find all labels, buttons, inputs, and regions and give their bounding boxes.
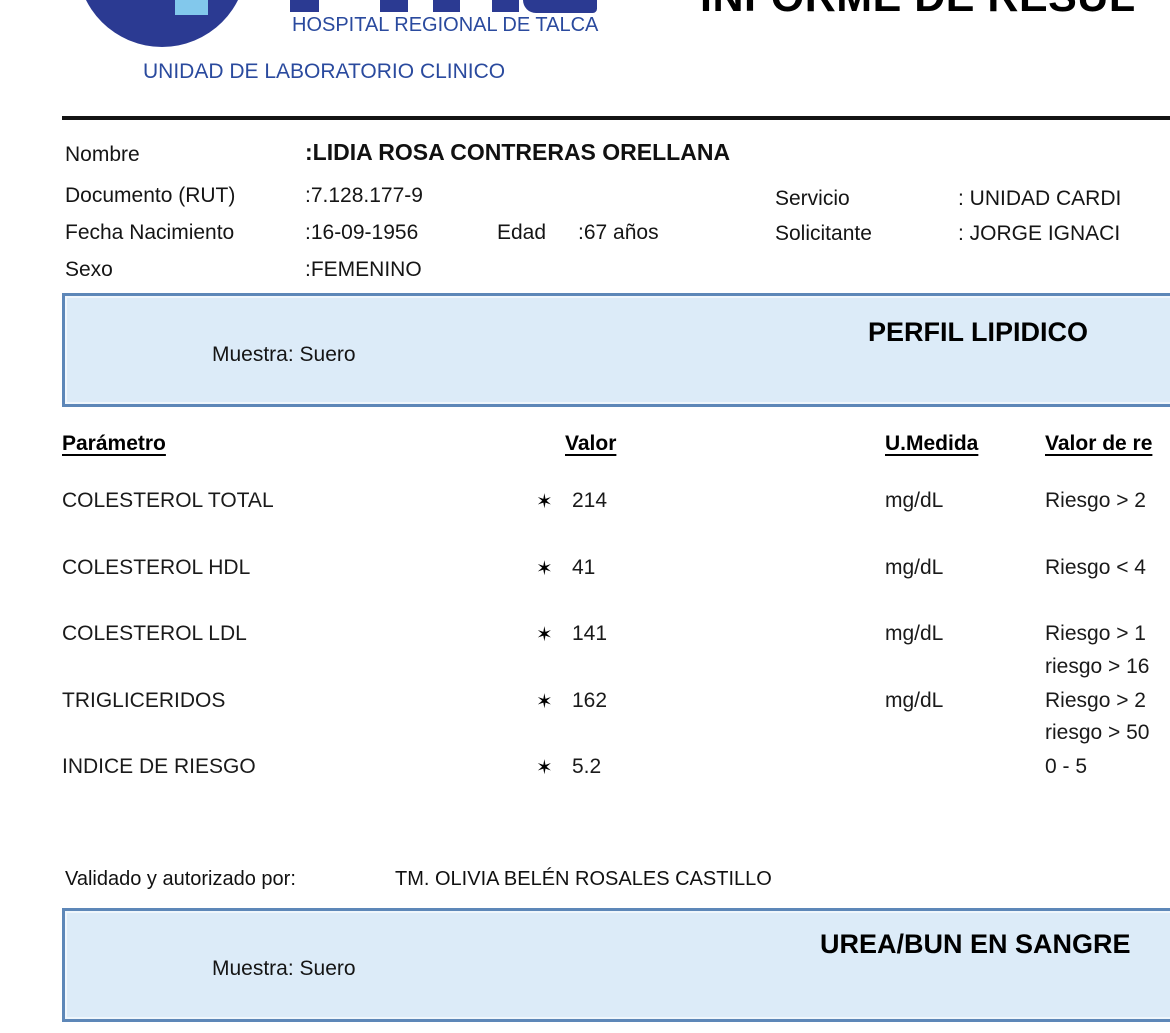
- row-unit: mg/dL: [885, 489, 944, 512]
- requester-label: Solicitante: [775, 222, 872, 245]
- urea-panel-title: UREA/BUN EN SANGRE: [820, 929, 1131, 959]
- lipid-panel-box: [62, 293, 1170, 407]
- logo-letter-stub-icon: [380, 0, 408, 12]
- row-reference-line2: riesgo > 16: [1045, 655, 1150, 678]
- row-unit: mg/dL: [885, 689, 944, 712]
- row-reference: Riesgo > 2: [1045, 689, 1146, 712]
- urea-panel-box: [62, 908, 1170, 1022]
- abnormal-flag-icon: ✶: [536, 489, 553, 513]
- row-reference: Riesgo > 1: [1045, 622, 1146, 645]
- hospital-logo-square-icon: [175, 0, 208, 15]
- col-header-parametro: Parámetro: [62, 432, 166, 455]
- row-value: 41: [572, 556, 596, 579]
- abnormal-flag-icon: ✶: [536, 556, 553, 580]
- col-header-umedida: U.Medida: [885, 432, 979, 455]
- row-param: COLESTEROL LDL: [62, 622, 247, 645]
- row-param: COLESTEROL HDL: [62, 556, 251, 579]
- logo-letter-stub-icon: [290, 0, 319, 12]
- lipid-panel-title: PERFIL LIPIDICO: [868, 317, 1089, 347]
- row-unit: mg/dL: [885, 622, 944, 645]
- lab-unit-name: UNIDAD DE LABORATORIO CLINICO: [143, 60, 506, 83]
- row-reference-line2: riesgo > 50: [1045, 721, 1150, 744]
- row-reference: Riesgo > 2: [1045, 489, 1146, 512]
- validated-by-label: Validado y autorizado por:: [65, 868, 296, 890]
- col-header-referencia: Valor de re: [1045, 432, 1153, 455]
- patient-birthdate-label: Fecha Nacimiento: [65, 221, 235, 244]
- patient-age-label: Edad: [497, 221, 547, 244]
- logo-letter-curve-icon: [523, 0, 597, 13]
- row-value: 162: [572, 689, 608, 712]
- logo-letter-stub-icon: [433, 0, 460, 12]
- patient-sex-label: Sexo: [65, 258, 113, 281]
- row-param: COLESTEROL TOTAL: [62, 489, 274, 512]
- row-value: 5.2: [572, 755, 602, 778]
- lipid-sample: Muestra: Suero: [212, 343, 356, 366]
- row-reference: Riesgo < 4: [1045, 556, 1146, 579]
- validated-by-name: TM. OLIVIA BELÉN ROSALES CASTILLO: [395, 868, 772, 890]
- row-value: 141: [572, 622, 608, 645]
- logo-letter-stub-icon: [492, 0, 519, 12]
- header-divider-line: [62, 116, 1170, 120]
- col-header-valor: Valor: [565, 432, 617, 455]
- service-label: Servicio: [775, 187, 850, 210]
- service-value: : UNIDAD CARDI: [958, 187, 1122, 210]
- patient-document-label: Documento (RUT): [65, 184, 236, 207]
- hospital-name: HOSPITAL REGIONAL DE TALCA: [292, 14, 599, 36]
- patient-name-label: Nombre: [65, 143, 140, 166]
- row-param: TRIGLICERIDOS: [62, 689, 226, 712]
- row-unit: mg/dL: [885, 556, 944, 579]
- patient-name-value: :LIDIA ROSA CONTRERAS ORELLANA: [305, 139, 731, 165]
- requester-value: : JORGE IGNACI: [958, 222, 1121, 245]
- row-param: INDICE DE RIESGO: [62, 755, 256, 778]
- abnormal-flag-icon: ✶: [536, 622, 553, 646]
- row-reference: 0 - 5: [1045, 755, 1088, 778]
- row-value: 214: [572, 489, 608, 512]
- patient-document-value: :7.128.177-9: [305, 184, 423, 207]
- patient-birthdate-value: :16-09-1956: [305, 221, 419, 244]
- patient-age-value: :67 años: [578, 221, 659, 244]
- report-title: INFORME DE RESUL: [700, 0, 1136, 21]
- hospital-logo-circle-icon: [77, 0, 247, 47]
- urea-sample: Muestra: Suero: [212, 957, 356, 980]
- abnormal-flag-icon: ✶: [536, 689, 553, 713]
- abnormal-flag-icon: ✶: [536, 755, 553, 779]
- patient-sex-value: :FEMENINO: [305, 258, 422, 281]
